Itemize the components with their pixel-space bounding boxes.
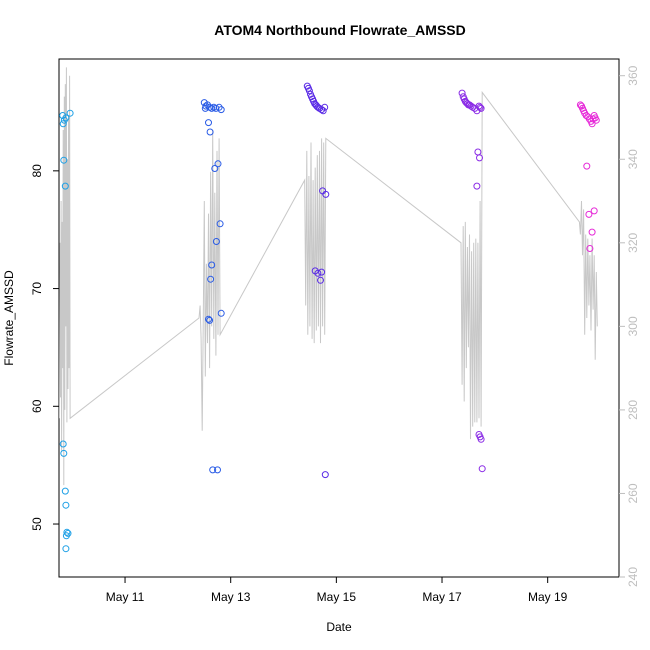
data-point (205, 119, 212, 127)
data-point (217, 309, 225, 317)
y2-axis: 240 260 280 300 320 340 360 (619, 65, 640, 587)
data-point (212, 238, 220, 245)
northbound-line (59, 67, 598, 486)
data-point (60, 156, 68, 164)
data-point (305, 87, 313, 95)
data-point (212, 104, 220, 112)
data-point (321, 471, 329, 479)
data-point (314, 103, 322, 111)
y-tick-label: 80 (30, 164, 44, 178)
x-tick-label: May 15 (317, 590, 357, 604)
data-point (314, 269, 322, 277)
data-point (211, 165, 219, 172)
point-layer (59, 82, 600, 553)
data-point (208, 261, 216, 269)
data-point (321, 103, 329, 111)
data-point (62, 501, 70, 509)
data-point (217, 106, 225, 114)
x-tick-label: May 11 (106, 590, 145, 604)
data-point (585, 210, 593, 218)
data-point (59, 120, 67, 128)
y2-tick-label: 320 (626, 232, 640, 252)
y-axis: 50 60 70 80 (30, 164, 59, 531)
data-point (467, 102, 475, 110)
data-point (62, 545, 70, 553)
data-point (205, 315, 212, 323)
plot-frame (58, 58, 620, 578)
y2-tick-label: 260 (626, 483, 640, 503)
data-point (59, 440, 67, 448)
data-point (583, 162, 591, 170)
y-axis-label: Flowrate_AMSSD (2, 270, 16, 366)
y-tick-label: 60 (30, 399, 44, 413)
data-point (62, 114, 70, 122)
data-point (477, 104, 485, 112)
data-point (590, 207, 598, 215)
data-point (475, 102, 483, 110)
data-point (63, 528, 71, 536)
data-point (458, 89, 466, 97)
y2-tick-label: 360 (626, 65, 640, 85)
x-tick-label: May 19 (528, 590, 568, 604)
data-point (209, 466, 217, 474)
data-point (588, 120, 596, 128)
data-point (206, 128, 214, 136)
data-point (215, 103, 223, 111)
data-point (478, 465, 486, 473)
data-point (61, 487, 69, 495)
x-tick-label: May 13 (211, 590, 251, 604)
data-point (319, 107, 327, 115)
data-point (216, 220, 224, 228)
x-axis: May 11 May 13 May 15 May 17 May 19 (106, 577, 568, 604)
y-tick-label: 70 (30, 282, 44, 296)
line-layer (59, 67, 598, 486)
data-point (473, 182, 481, 190)
data-point (206, 316, 214, 324)
data-point (476, 154, 483, 162)
y2-tick-label: 340 (626, 149, 640, 169)
data-point (477, 435, 485, 443)
data-point (318, 268, 326, 276)
data-point (476, 103, 484, 111)
chart-title: ATOM4 Northbound Flowrate_AMSSD (214, 22, 465, 38)
data-point (214, 160, 222, 168)
data-point (322, 190, 330, 198)
data-point (62, 532, 70, 540)
y2-tick-label: 240 (626, 567, 640, 587)
x-axis-label: Date (326, 620, 352, 634)
data-point (201, 104, 209, 112)
data-point (61, 182, 69, 190)
x-tick-label: May 17 (422, 590, 462, 604)
data-point (592, 116, 600, 124)
data-point (60, 449, 68, 457)
data-point (66, 109, 74, 117)
y2-tick-label: 280 (626, 400, 640, 420)
data-point (576, 101, 584, 109)
y-tick-label: 50 (30, 517, 44, 531)
data-point (207, 275, 215, 283)
data-point (588, 228, 596, 236)
data-point (317, 276, 324, 284)
data-point (214, 466, 221, 474)
y2-tick-label: 300 (626, 316, 640, 336)
data-point (586, 245, 594, 252)
